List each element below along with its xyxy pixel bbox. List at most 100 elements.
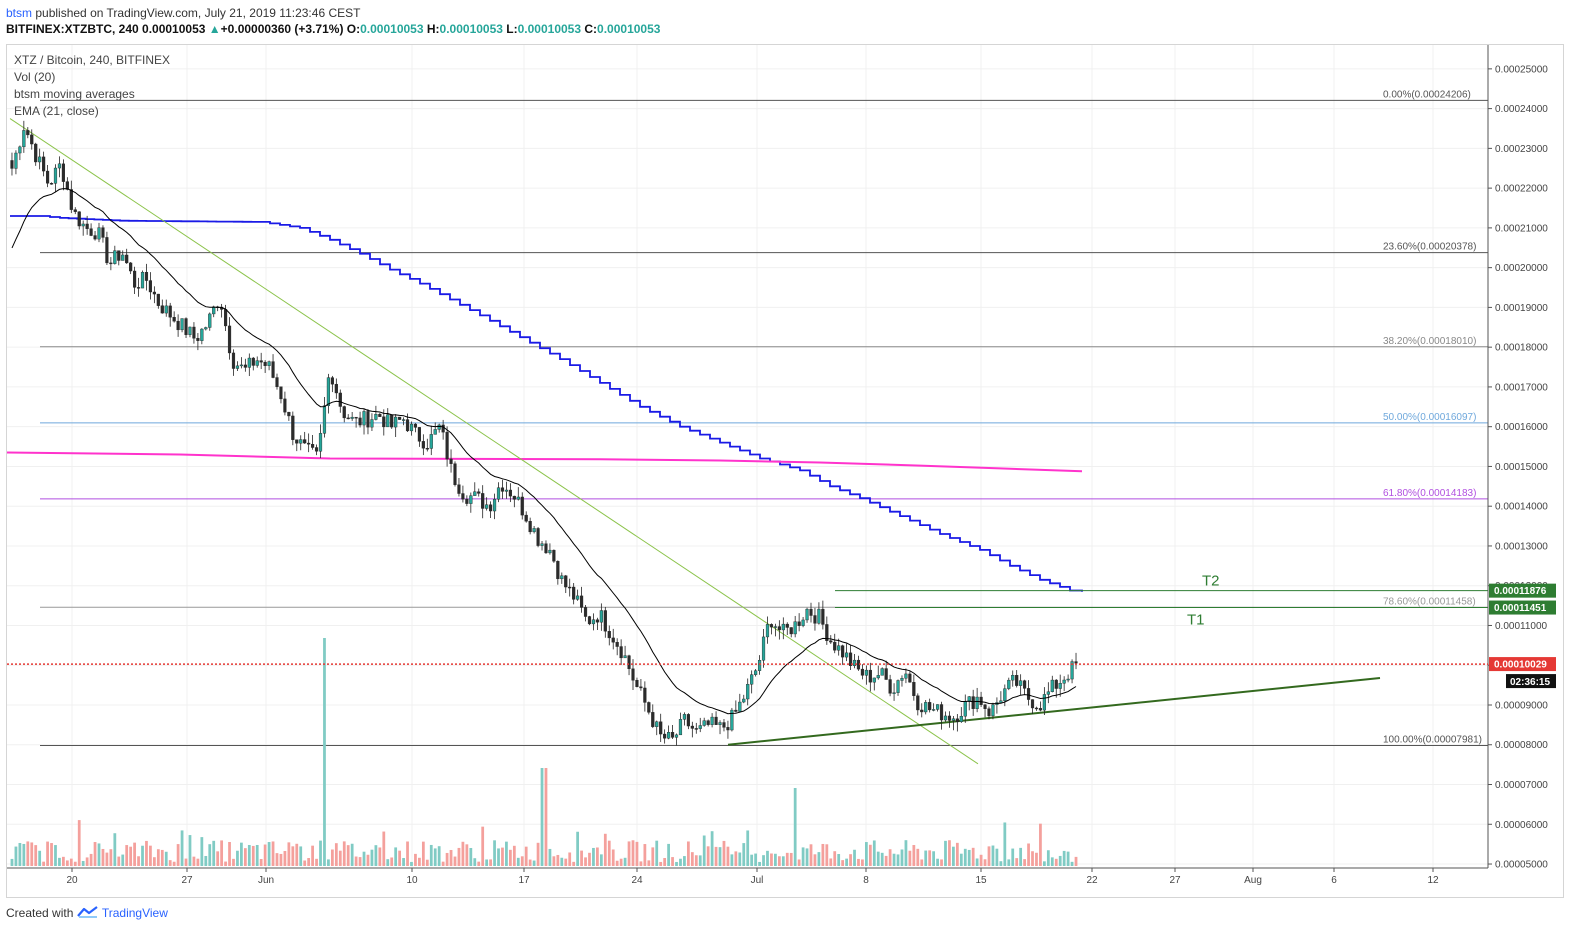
trend-lines[interactable] (9, 118, 1381, 765)
volume-bar (580, 850, 583, 866)
candle-body (583, 607, 588, 617)
volume-bar (497, 848, 500, 866)
candle-body (330, 377, 334, 385)
candle-body (540, 543, 544, 546)
volume-bar (109, 849, 113, 866)
volume-bar (358, 857, 362, 866)
candle-body (1050, 679, 1054, 692)
candle-body (457, 484, 461, 494)
candle-body (935, 704, 940, 710)
volume-bar (93, 842, 97, 866)
candle-body (485, 504, 489, 509)
candle-body (548, 549, 552, 554)
candle-body (943, 715, 948, 721)
fib-level-label: 50.00%(0.00016097) (1383, 412, 1476, 423)
volume-bar (572, 861, 576, 866)
volume-bar (722, 840, 726, 866)
volume-bar (232, 858, 235, 866)
volume-bar (220, 840, 224, 866)
legend-ema[interactable]: EMA (21, close) (14, 104, 99, 118)
candle-body (932, 709, 936, 711)
volume-bar (251, 845, 255, 866)
price-tick-label: 0.00024000 (1495, 104, 1548, 115)
candle-body (560, 575, 564, 580)
candle-body (801, 619, 805, 626)
volume-bar (536, 842, 540, 866)
candle-body (425, 447, 429, 450)
volume-bar (679, 858, 682, 866)
price-tag-box (1489, 583, 1556, 598)
volume-bar (738, 852, 742, 866)
volume-bar (1058, 855, 1062, 866)
volume-bar (77, 820, 81, 866)
candle-body (738, 701, 742, 712)
volume-bar (619, 858, 623, 866)
candle-body (390, 414, 394, 428)
volume-bar (987, 846, 991, 866)
candle-body (900, 678, 904, 681)
candle-body (73, 209, 77, 212)
candle-body (101, 227, 105, 238)
volume-bar (667, 843, 670, 866)
candle-body (279, 386, 283, 400)
volume-bar (797, 859, 801, 866)
volume-bar (532, 860, 536, 866)
volume-bar (762, 855, 765, 866)
volume-bar (414, 853, 417, 866)
volume-bar (817, 852, 821, 866)
candle-body (65, 181, 69, 190)
volume-bar (932, 851, 936, 866)
volume-bar (311, 845, 314, 866)
volume-bar (710, 831, 714, 866)
legend-moving-averages[interactable]: btsm moving averages (14, 87, 135, 101)
volume-bar (133, 842, 136, 866)
candlesticks (10, 120, 1078, 746)
volume-bar (50, 843, 53, 866)
target-lines[interactable]: T2 T1 (835, 573, 1488, 629)
volume-bar (382, 831, 386, 866)
candle-body (682, 714, 687, 720)
tradingview-brand[interactable]: TradingView (101, 906, 168, 920)
symbol-quote-line: BITFINEX:XTZBTC, 240 0.00010053 ▲+0.0000… (6, 22, 660, 36)
volume-bar (995, 848, 999, 866)
volume-bar (378, 847, 382, 866)
candle-body (797, 621, 801, 626)
candle-body (267, 361, 271, 366)
volume-bar (141, 845, 144, 866)
legend-volume[interactable]: Vol (20) (14, 70, 56, 84)
price-tick-label: 0.00011000 (1495, 621, 1548, 632)
volume-bar (588, 852, 591, 866)
volume-bar (1019, 847, 1023, 866)
price-tick-label: 0.00015000 (1495, 462, 1548, 473)
volume-bar (216, 851, 220, 866)
candle-body (892, 692, 896, 694)
fibonacci-retracement[interactable]: 0.00%(0.00024206) 23.60%(0.00020378) 38.20… (40, 89, 1488, 747)
volume-bar (564, 858, 568, 866)
volume-bar (477, 861, 481, 866)
candle-body (607, 631, 611, 639)
volume-bar (271, 841, 275, 866)
volume-bar (880, 852, 884, 866)
price-tick-label: 0.00014000 (1495, 502, 1548, 513)
tradingview-logo-icon[interactable] (76, 906, 99, 921)
volume-bar (785, 852, 789, 866)
author-link[interactable]: btsm (6, 6, 33, 20)
candle-body (30, 134, 34, 145)
price-axis[interactable]: 0.00025000 0.00024000 0.00023000 0.00022000… (1487, 45, 1548, 871)
candle-body (53, 167, 58, 184)
candle-body (223, 309, 228, 327)
candle-body (1054, 679, 1058, 689)
candle-body (461, 493, 465, 500)
legend-symbol-title[interactable]: XTZ / Bitcoin, 240, BITFINEX (14, 53, 171, 67)
candle-body (576, 595, 580, 600)
candle-body (14, 152, 18, 169)
candle-body (378, 413, 382, 417)
time-axis[interactable]: 20 27 Jun 10 17 24 Jul 8 15 22 27 Aug 6 12 (7, 867, 1488, 886)
candle-body (702, 720, 706, 726)
fib-level-label: 23.60%(0.00020378) (1383, 242, 1476, 253)
volume-bar (441, 861, 445, 866)
candle-body (888, 679, 892, 694)
volume-bar (991, 845, 995, 866)
price-tick-label: 0.00019000 (1495, 303, 1548, 314)
